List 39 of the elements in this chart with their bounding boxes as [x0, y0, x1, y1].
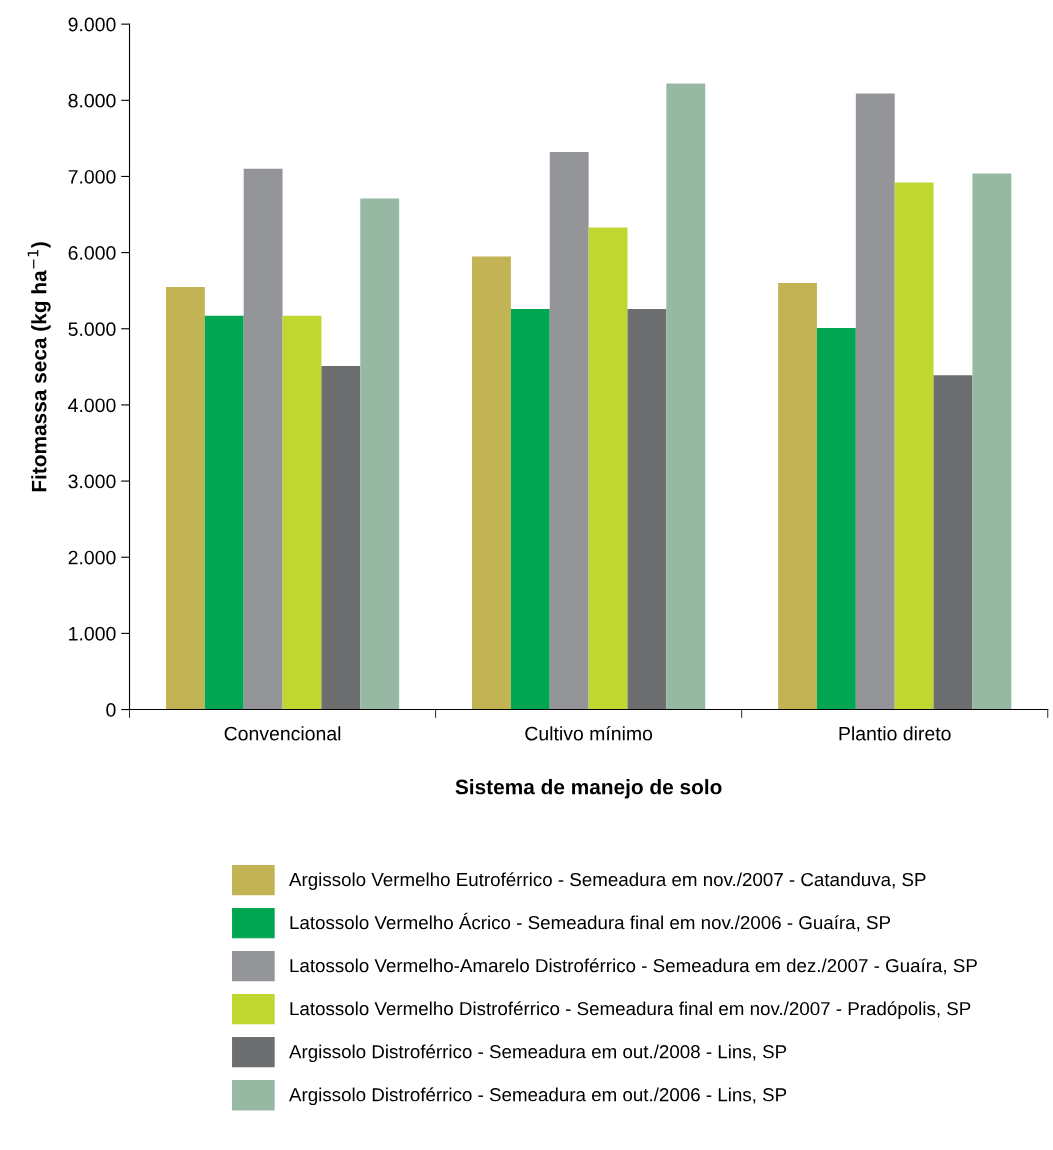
bar — [855, 93, 895, 710]
bar — [816, 328, 856, 710]
legend-label: Latossolo Vermelho Ácrico - Semeadura final em nov./2006 - Guaíra, SP — [290, 912, 891, 932]
legend-label: Latossolo Vermelho-Amarelo Distroférrico - Semeadura em dez./2007 - Guaíra, SP — [290, 958, 977, 975]
bar — [165, 286, 205, 710]
y-tick-label: 4.000 — [68, 398, 116, 413]
y-tick-label: 9.000 — [68, 17, 116, 32]
x-tick-label: Convencional — [224, 726, 341, 741]
y-tick-label: 3.000 — [68, 474, 116, 489]
bar — [472, 256, 511, 710]
y-tick-label: 8.000 — [68, 93, 116, 108]
bar — [282, 315, 322, 710]
bar — [549, 152, 589, 710]
bar — [243, 168, 283, 710]
y-tick-label: 7.000 — [68, 169, 116, 184]
bar — [972, 173, 1012, 710]
bar — [321, 366, 361, 710]
x-tick-label: Plantio direto — [839, 726, 951, 741]
x-axis-title: Sistema de manejo de solo — [455, 779, 722, 799]
legend-label: Argissolo Distroférrico - Semeadura em out./2008 - Lins, SP — [289, 1044, 787, 1063]
x-tick-label: Cultivo mínimo — [525, 725, 653, 741]
bar — [627, 308, 667, 710]
bar — [510, 308, 550, 710]
bar — [933, 375, 973, 710]
legend-label: Argissolo Distroférrico - Semeadura em out./2006 - Lins, SP — [289, 1087, 787, 1106]
bar — [204, 315, 244, 710]
y-axis-title: Fitomassa seca (kg ha$^{−1}$) — [27, 242, 51, 492]
bar — [894, 182, 934, 710]
y-tick-label: 5.000 — [68, 322, 116, 337]
legend-label: Argissolo Vermelho Eutroférrico - Semeadura em nov./2007 - Catanduva, SP — [289, 872, 926, 890]
bar — [360, 198, 400, 710]
bar — [666, 83, 706, 710]
y-tick-label: 0 — [106, 703, 116, 717]
bar — [588, 227, 628, 710]
y-tick-label: 2.000 — [68, 550, 116, 565]
y-tick-label: 1.000 — [69, 626, 116, 641]
y-tick-label: 6.000 — [68, 246, 116, 260]
bar — [778, 283, 817, 710]
legend-label: Latossolo Vermelho Distroférrico - Semeadura final em nov./2007 - Pradópolis, SP — [290, 1001, 971, 1019]
